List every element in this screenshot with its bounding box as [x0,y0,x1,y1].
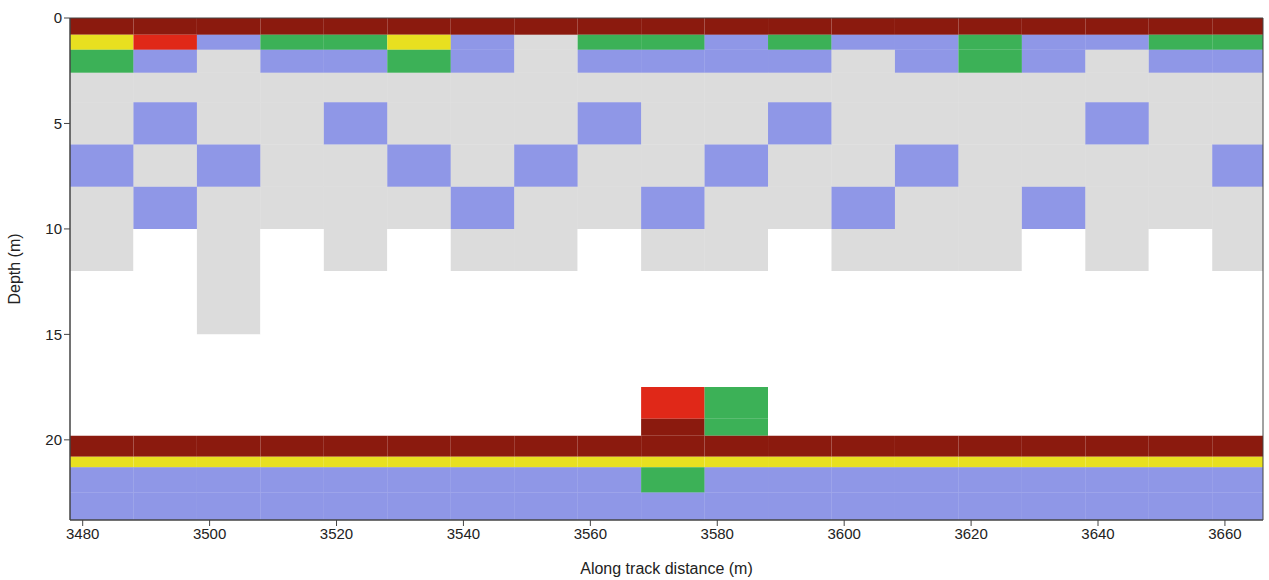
svg-text:3560: 3560 [574,525,607,542]
svg-text:3500: 3500 [193,525,226,542]
svg-text:3480: 3480 [66,525,99,542]
svg-text:3640: 3640 [1081,525,1114,542]
svg-text:3660: 3660 [1208,525,1241,542]
svg-text:20: 20 [45,431,62,448]
svg-text:3520: 3520 [320,525,353,542]
svg-text:3540: 3540 [447,525,480,542]
svg-text:Along track distance (m): Along track distance (m) [580,560,753,577]
svg-text:5: 5 [54,115,62,132]
svg-text:0: 0 [54,9,62,26]
svg-text:Depth (m): Depth (m) [6,233,23,304]
svg-text:15: 15 [45,326,62,343]
svg-text:3600: 3600 [827,525,860,542]
svg-text:10: 10 [45,220,62,237]
svg-text:3580: 3580 [701,525,734,542]
svg-text:3620: 3620 [954,525,987,542]
